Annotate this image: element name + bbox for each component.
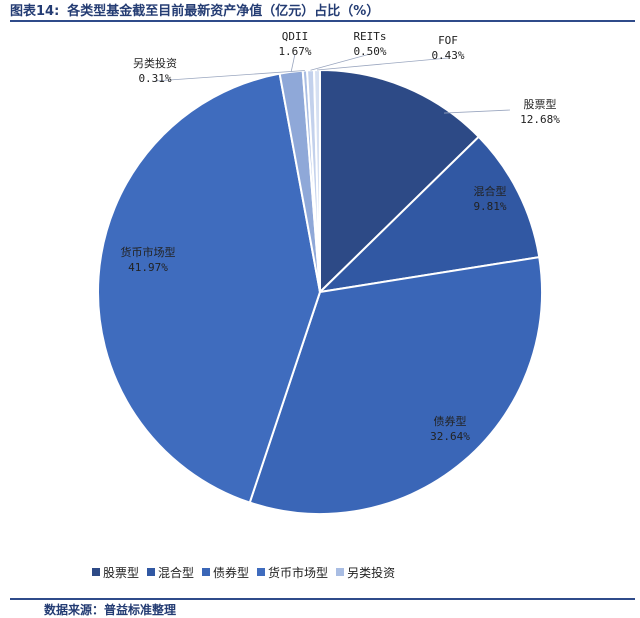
footer-divider (10, 598, 635, 600)
slice-name-label: 另类投资 (133, 56, 177, 70)
legend-label: 股票型 (103, 565, 140, 580)
slice-name-label: 混合型 (474, 184, 507, 198)
chart-legend: 股票型 混合型 债券型 货币市场型 另类投资 (92, 562, 452, 582)
legend-item: 股票型 (92, 564, 139, 581)
slice-value-label: 32.64% (430, 430, 470, 443)
slice-name-label: 货币市场型 (121, 245, 176, 259)
pie-slice-股票型 (319, 68, 481, 295)
leader-line-QDII (290, 53, 296, 72)
pie-slice-债券型 (248, 255, 543, 515)
legend-swatch (147, 568, 156, 576)
slice-value-label: 9.81% (473, 200, 506, 213)
leader-line-股票型 (444, 109, 511, 114)
legend-item: 混合型 (147, 564, 194, 581)
source-note: 数据来源：普益标准整理 (44, 603, 177, 617)
leader-line-FOF (316, 57, 449, 71)
legend-swatch (257, 568, 266, 576)
chart-title-text: 各类型基金截至目前最新资产净值（亿元）占比（%） (67, 4, 380, 19)
legend-swatch (202, 568, 211, 576)
legend-overlay (432, 564, 492, 580)
chart-title: 图表14: 各类型基金截至目前最新资产净值（亿元）占比（%） (10, 2, 635, 22)
slice-name-label: FOF (438, 34, 458, 47)
slice-name-label: QDII (282, 30, 309, 43)
legend-item: 货币市场型 (257, 564, 328, 581)
pie-slice-货币市场型 (97, 72, 322, 504)
pie-slice-混合型 (317, 135, 541, 294)
legend-swatch (336, 568, 345, 576)
leader-line-另类投资 (154, 70, 305, 82)
leader-line-REITs (310, 53, 371, 71)
legend-item: 另类投资 (336, 564, 395, 581)
legend-item: 债券型 (202, 564, 249, 581)
slice-name-label: 股票型 (524, 97, 557, 111)
slice-value-label: 41.97% (128, 261, 168, 274)
legend-label: 债券型 (213, 565, 250, 580)
legend-label: 另类投资 (347, 565, 396, 580)
chart-title-number: 图表14: (10, 4, 60, 19)
slice-value-label: 12.68% (520, 113, 560, 126)
slice-value-label: 0.43% (431, 49, 464, 62)
slice-value-label: 0.50% (353, 45, 386, 58)
slice-value-label: 0.31% (138, 72, 171, 85)
slice-name-label: 债券型 (434, 414, 467, 428)
legend-label: 混合型 (158, 565, 195, 580)
slice-name-label: REITs (353, 30, 386, 43)
legend-label: 货币市场型 (268, 565, 329, 580)
slice-value-label: 1.67% (278, 45, 311, 58)
legend-swatch (92, 568, 100, 576)
